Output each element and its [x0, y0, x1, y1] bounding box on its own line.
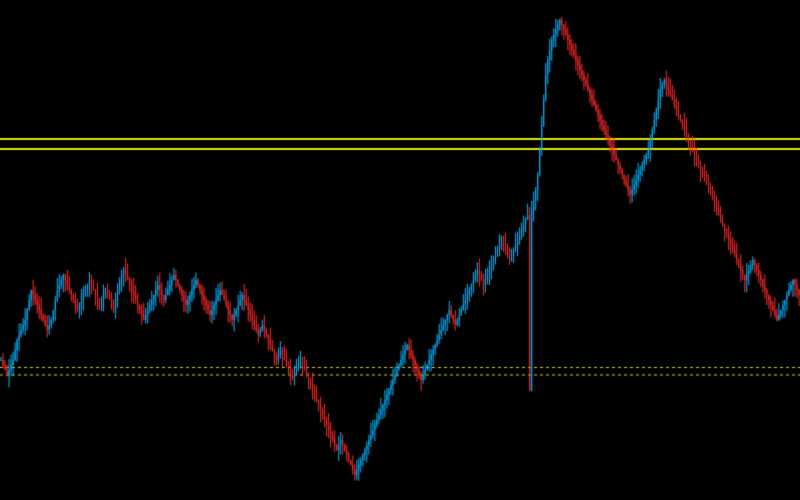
price-chart-canvas: [0, 0, 800, 500]
